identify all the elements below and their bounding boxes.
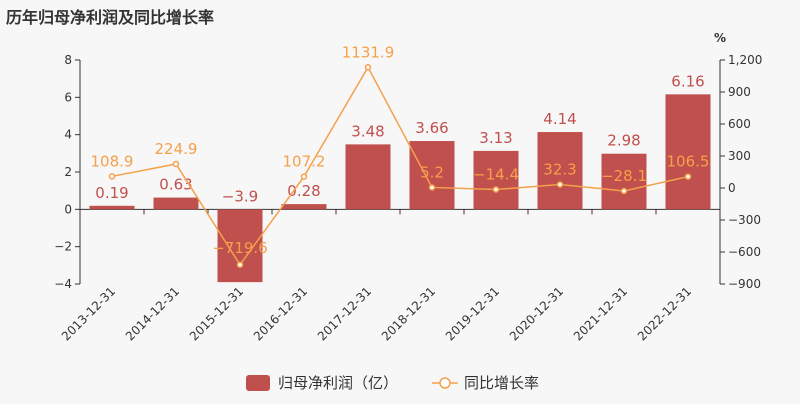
growth-data-label: 107.2: [283, 153, 326, 171]
x-tick-label: 2018-12-31: [379, 284, 438, 343]
bar-data-label: 6.16: [671, 72, 704, 90]
y-left-tick-label: −2: [54, 240, 72, 254]
growth-point: [172, 160, 180, 168]
y-left-tick-label: 8: [64, 53, 72, 67]
bar-data-label: 0.63: [159, 176, 192, 194]
bar: [473, 150, 519, 210]
bar: [153, 197, 199, 210]
bar: [89, 205, 135, 210]
growth-data-label: 1131.9: [342, 43, 395, 61]
y-right-unit: %: [714, 31, 726, 45]
bar: [665, 94, 711, 210]
bar: [409, 141, 455, 210]
y-left-tick-label: −4: [54, 277, 72, 291]
growth-line: [111, 65, 689, 267]
x-tick-label: 2022-12-31: [635, 284, 694, 343]
growth-data-label: 5.2: [420, 163, 444, 181]
legend-label-line: 同比增长率: [464, 374, 539, 392]
growth-data-label: 224.9: [155, 140, 198, 158]
bar: [217, 209, 263, 283]
chart-title: 历年归母净利润及同比增长率: [6, 8, 215, 27]
bar-data-label: 3.13: [479, 129, 512, 147]
bar-data-label: 4.14: [543, 110, 576, 128]
y-left-tick-label: 2: [64, 165, 72, 179]
growth-point: [428, 184, 436, 191]
x-tick-label: 2013-12-31: [59, 284, 118, 343]
growth-data-label: −28.1: [601, 167, 647, 185]
y-right-tick-label: −600: [728, 245, 761, 259]
y-left-tick-label: 4: [64, 128, 72, 142]
x-tick-label: 2019-12-31: [443, 284, 502, 343]
growth-point: [684, 173, 692, 180]
growth-data-label: 32.3: [543, 161, 576, 179]
growth-data-label: 108.9: [91, 152, 134, 170]
bar-data-label: 0.19: [95, 184, 128, 202]
growth-data-label: 106.5: [667, 153, 710, 171]
growth-point: [108, 173, 116, 180]
growth-point: [364, 64, 372, 71]
bar-data-label: 2.98: [607, 132, 640, 150]
bar: [345, 144, 391, 210]
growth-data-label: −719.6: [212, 239, 268, 257]
legend-label-bar: 归母净利润（亿）: [278, 374, 398, 392]
x-tick-label: 2017-12-31: [315, 284, 374, 343]
y-right-tick-label: −900: [728, 277, 761, 291]
x-tick-label: 2021-12-31: [571, 284, 630, 343]
growth-data-label: −14.4: [473, 166, 519, 184]
growth-point: [556, 181, 564, 188]
bar-data-label: 3.48: [351, 122, 384, 140]
x-tick-label: 2014-12-31: [123, 284, 182, 343]
growth-point: [492, 186, 500, 193]
y-right-tick-label: 600: [728, 117, 751, 131]
y-right-tick-label: 1,200: [728, 53, 762, 67]
growth-point: [300, 173, 308, 180]
y-right-tick-label: −300: [728, 213, 761, 227]
bar-data-label: −3.9: [222, 187, 258, 205]
y-left-tick-label: 6: [64, 90, 72, 104]
y-right-tick-label: 900: [728, 85, 751, 99]
x-tick-label: 2016-12-31: [251, 284, 310, 343]
y-right-tick-label: 300: [728, 149, 751, 163]
x-tick-label: 2020-12-31: [507, 284, 566, 343]
bar: [281, 204, 327, 210]
legend-swatch-marker: [439, 377, 451, 389]
x-tick-label: 2015-12-31: [187, 284, 246, 343]
legend-swatch-bar: [246, 375, 270, 391]
growth-point: [620, 187, 628, 195]
bar-data-label: 3.66: [415, 119, 448, 137]
bar-data-label: 0.28: [287, 182, 320, 200]
bar: [601, 153, 647, 210]
growth-point: [236, 261, 244, 269]
y-right-tick-label: 0: [728, 181, 736, 195]
y-left-tick-label: 0: [64, 202, 72, 216]
bar: [537, 132, 583, 210]
